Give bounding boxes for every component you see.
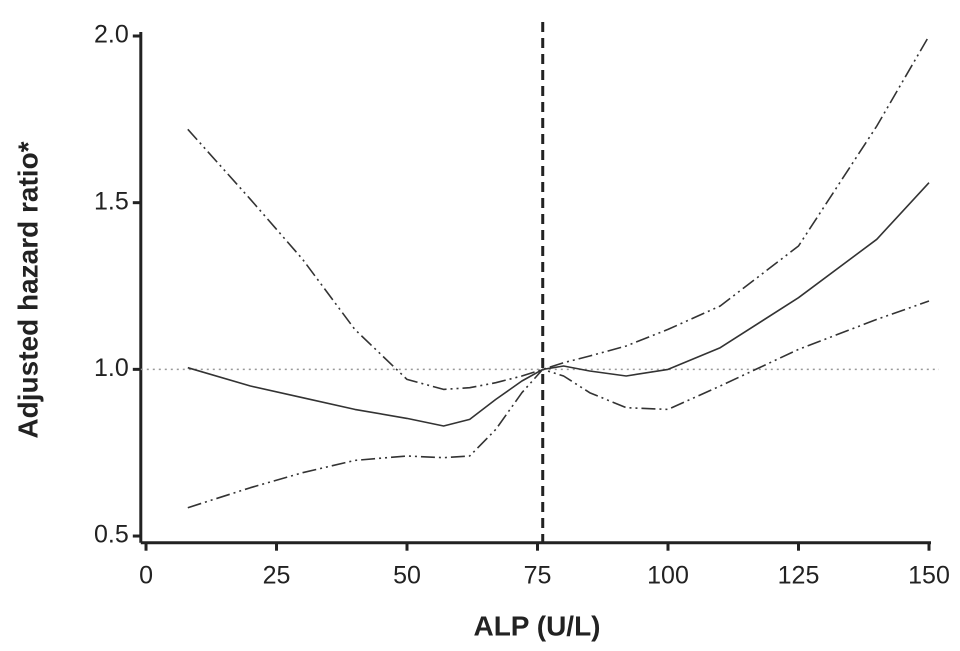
y-tick-label: 1.5 <box>94 187 129 215</box>
x-tick-label: 25 <box>263 561 291 589</box>
y-axis-title: Adjusted hazard ratio* <box>12 141 43 438</box>
x-tick-label: 50 <box>393 561 421 589</box>
y-tick-label: 2.0 <box>94 21 129 49</box>
x-axis-title: ALP (U/L) <box>473 610 600 641</box>
x-tick-label: 150 <box>908 561 950 589</box>
x-tick-label: 125 <box>778 561 820 589</box>
x-tick-label: 0 <box>139 561 153 589</box>
series-line <box>187 300 930 509</box>
y-tick-label: 0.5 <box>94 521 129 549</box>
series-line <box>187 182 930 427</box>
y-tick-label: 1.0 <box>94 354 129 382</box>
x-tick-label: 75 <box>524 561 552 589</box>
series-line <box>187 35 930 391</box>
x-tick-label: 100 <box>647 561 689 589</box>
